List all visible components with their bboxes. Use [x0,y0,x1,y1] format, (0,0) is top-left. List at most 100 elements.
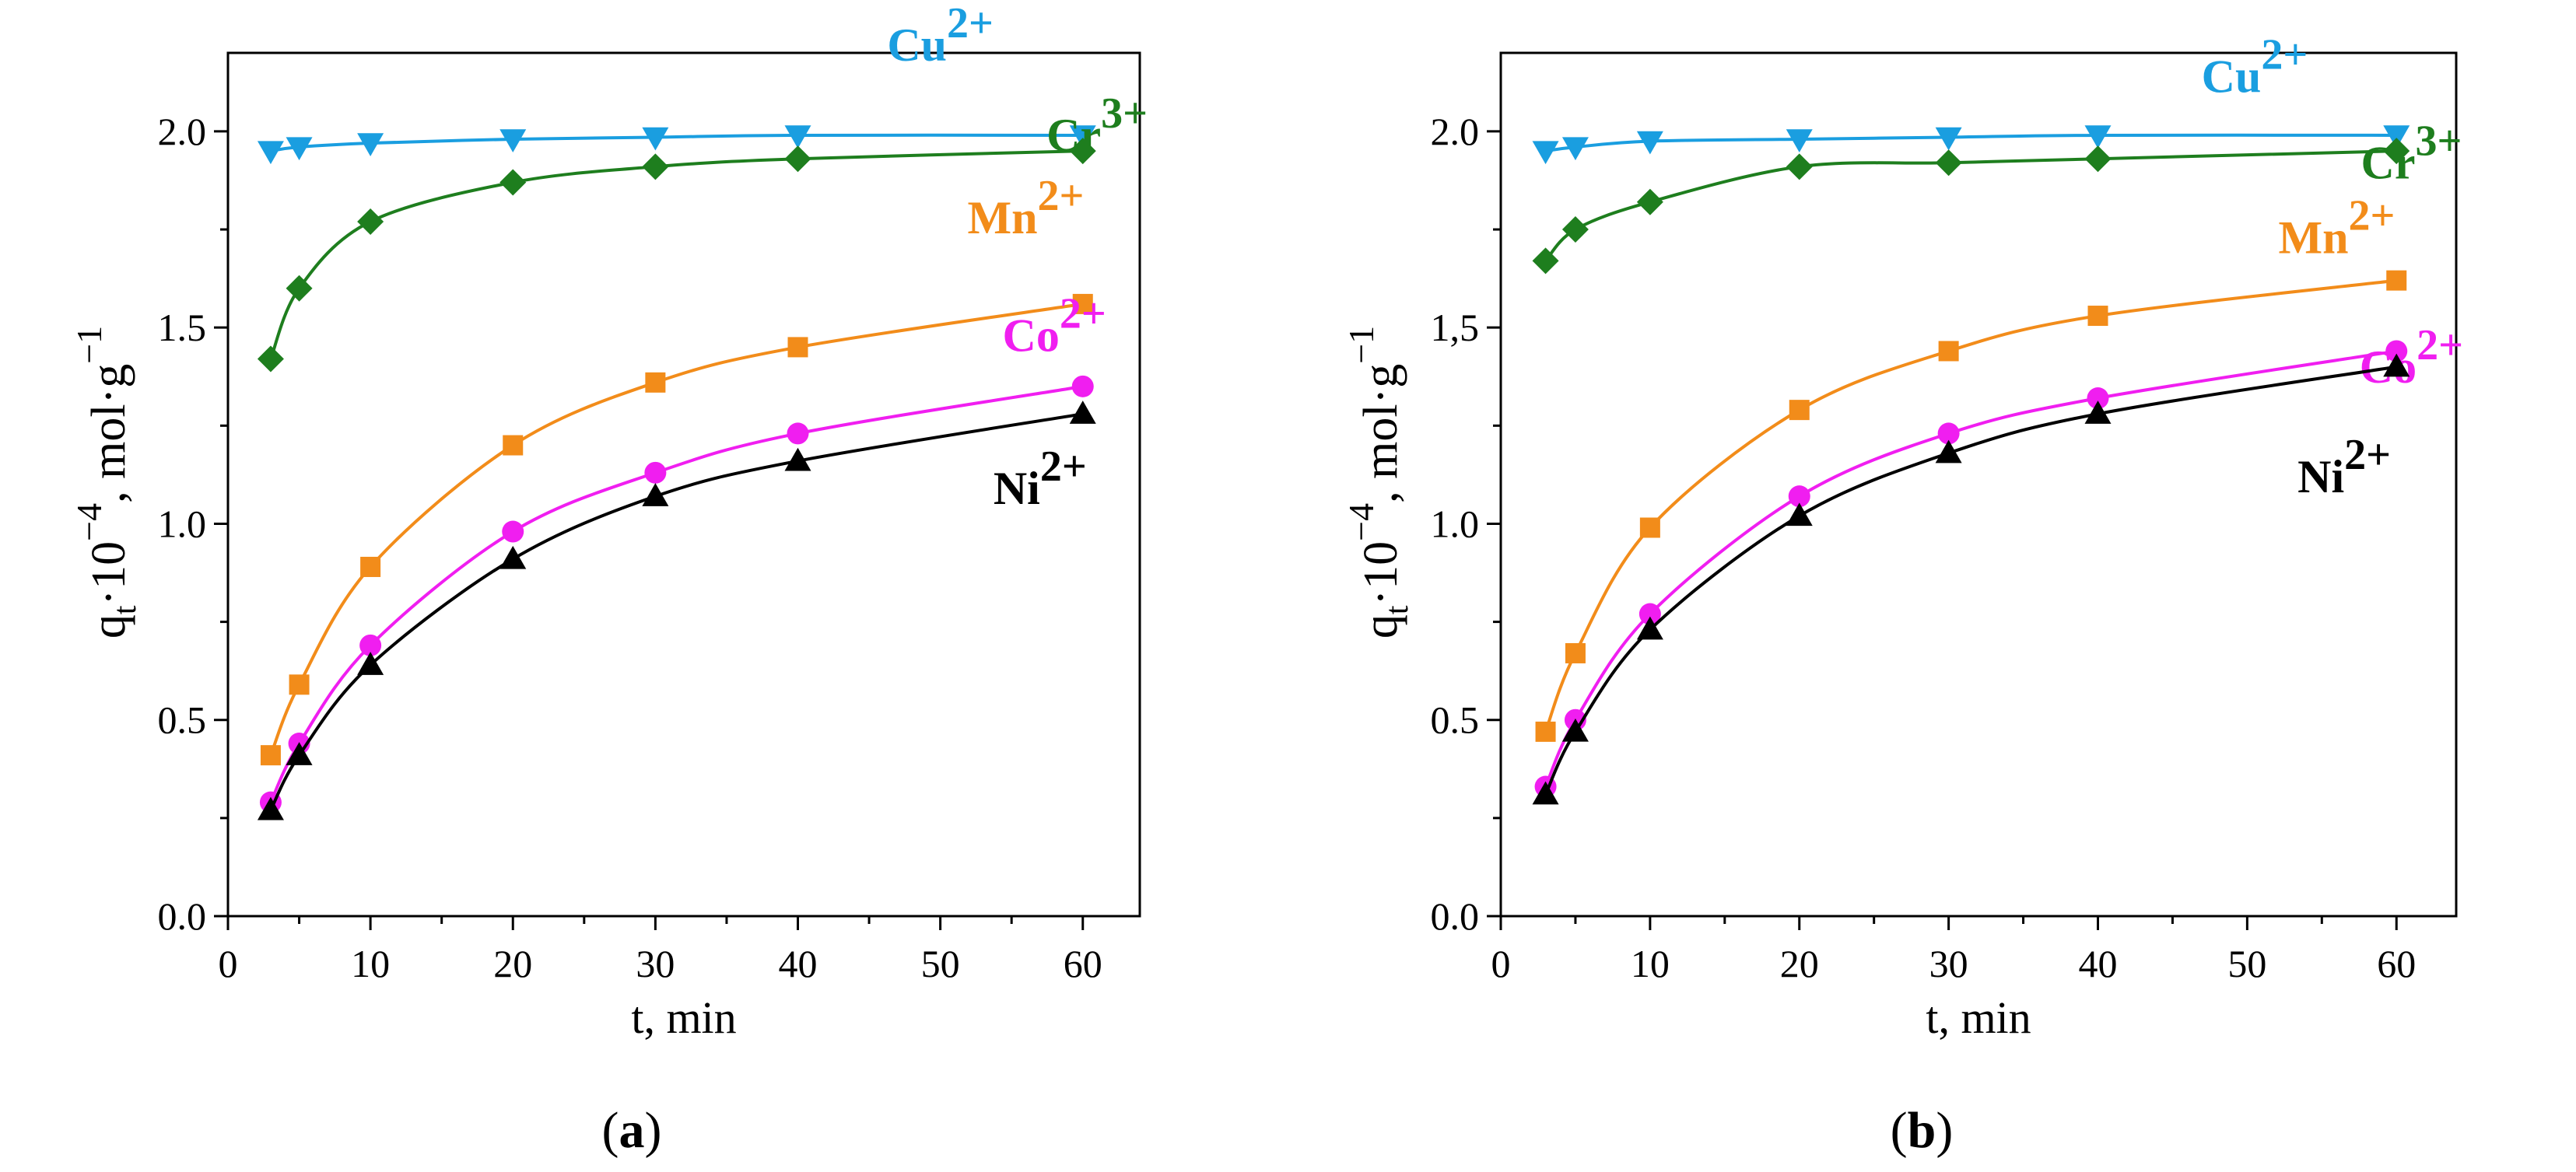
data-point-co [502,520,524,543]
data-point-cr [2084,145,2112,173]
data-point-cu [1786,129,1813,152]
data-point-ni [257,796,284,820]
data-point-cr [1786,153,1813,180]
data-point-co [359,634,382,656]
chart-panel-b: 0 10 20 30 40 50 60 0.0 0.5 1.0 1,5 2.0 t, min qt·10−… [1341,30,2463,1043]
series-label-cu: Cu2+ [887,0,994,71]
y-axis-label: qt·10−4, mol·g−1 [69,326,143,638]
series-line-co [269,384,1084,803]
data-point-ni [357,652,384,675]
y-axis-label: qt·10−4, mol·g−1 [1341,326,1415,638]
panel-caption-b: (b) [1891,1102,1954,1159]
series-label-co: Co2+ [2360,321,2463,393]
y-tick-label: 0.0 [158,894,207,938]
data-point-mn [1072,293,1093,314]
series-cu: Cu2+ [1532,30,2410,165]
series-line-co [1544,349,2397,788]
data-point-cr [1532,247,1559,275]
data-point-ni [642,483,669,506]
data-point-ni [1636,616,1663,640]
x-tick-label: 60 [2377,942,2416,985]
data-point-cu [2084,125,2112,149]
x-tick-label: 30 [1929,942,1968,985]
x-tick-label: 30 [636,942,675,985]
data-point-cu [784,125,811,149]
series-cu: Cu2+ [257,0,1096,165]
chart-panel-a: 0 10 20 30 40 50 60 0.0 0.5 1.0 1.5 2.0 t, min qt·10−… [69,0,1148,1043]
data-point-co [787,422,809,445]
data-point-mn [289,674,310,695]
plot-frame [1499,51,2458,918]
data-point-cr [357,208,384,235]
x-tick-label: 0 [1491,942,1511,985]
data-point-cr [257,345,284,373]
data-point-mn [2386,270,2407,291]
data-point-ni [2383,353,2410,377]
data-point-mn [503,435,524,456]
data-point-mn [360,556,381,577]
series-line-ni [1544,365,2397,796]
data-point-mn [787,337,808,358]
data-point-mn [1565,642,1586,663]
data-point-cr [286,275,313,302]
data-point-co [2385,340,2408,362]
data-point-cu [1532,141,1559,165]
data-point-co [1638,603,1661,625]
x-axis-label: t, min [1926,992,2031,1043]
y-tick-label: 2.0 [158,110,207,153]
data-point-cu [257,141,284,165]
series-line-ni [269,412,1084,811]
panel-caption-a: (a) [602,1102,662,1159]
data-point-mn [645,372,666,393]
data-point-cu [1636,131,1663,155]
data-point-cu [357,133,384,157]
x-tick-label: 60 [1064,942,1102,985]
data-point-mn [1789,400,1810,421]
data-point-co [1071,375,1094,397]
y-tick-label: 2.0 [1431,110,1480,153]
series-line-mn [1544,278,2397,733]
series-label-ni: Ni2+ [2297,431,2391,502]
data-point-ni [499,545,527,569]
series-label-mn: Mn2+ [968,172,1085,243]
x-tick-label: 0 [219,942,238,985]
x-tick-label: 10 [1631,942,1670,985]
x-tick-label: 10 [351,942,390,985]
data-point-cu [1069,125,1096,149]
series-line-cr [1544,149,2397,262]
x-tick-label: 20 [493,942,532,985]
data-point-ni [1935,439,1962,464]
data-point-mn [2087,306,2108,327]
data-point-co [1788,485,1810,508]
data-point-cu [1935,127,1962,151]
series-label-co: Co2+ [1002,289,1106,361]
series-line-cu [1545,133,2397,153]
y-tick-label: 0.0 [1431,894,1480,938]
x-tick-label: 40 [2079,942,2118,985]
series-line-cu [270,133,1083,153]
data-point-mn [1535,721,1556,742]
data-point-ni [1532,781,1559,805]
x-tick-label: 50 [921,942,960,985]
series-cr: Cr3+ [1532,117,2462,275]
data-point-ni [2084,401,2112,424]
series-line-cr [269,149,1083,360]
data-point-mn [260,745,281,766]
data-point-ni [286,742,313,765]
data-point-co [644,461,667,484]
data-point-cr [1935,149,1962,177]
data-point-ni [1561,718,1589,742]
data-point-mn [1938,341,1959,362]
data-point-cr [642,153,669,180]
series-cr: Cr3+ [257,89,1148,373]
data-point-cr [784,145,811,173]
plot-frame [226,51,1141,918]
data-point-ni [784,447,811,471]
data-point-ni [1786,502,1813,527]
x-tick-label: 50 [2227,942,2266,985]
data-point-cr [1636,188,1663,215]
series-co: Co2+ [1534,321,2463,798]
series-mn: Mn2+ [260,172,1093,766]
x-axis-label: t, min [631,992,736,1043]
series-label-cr: Cr3+ [1046,89,1148,161]
